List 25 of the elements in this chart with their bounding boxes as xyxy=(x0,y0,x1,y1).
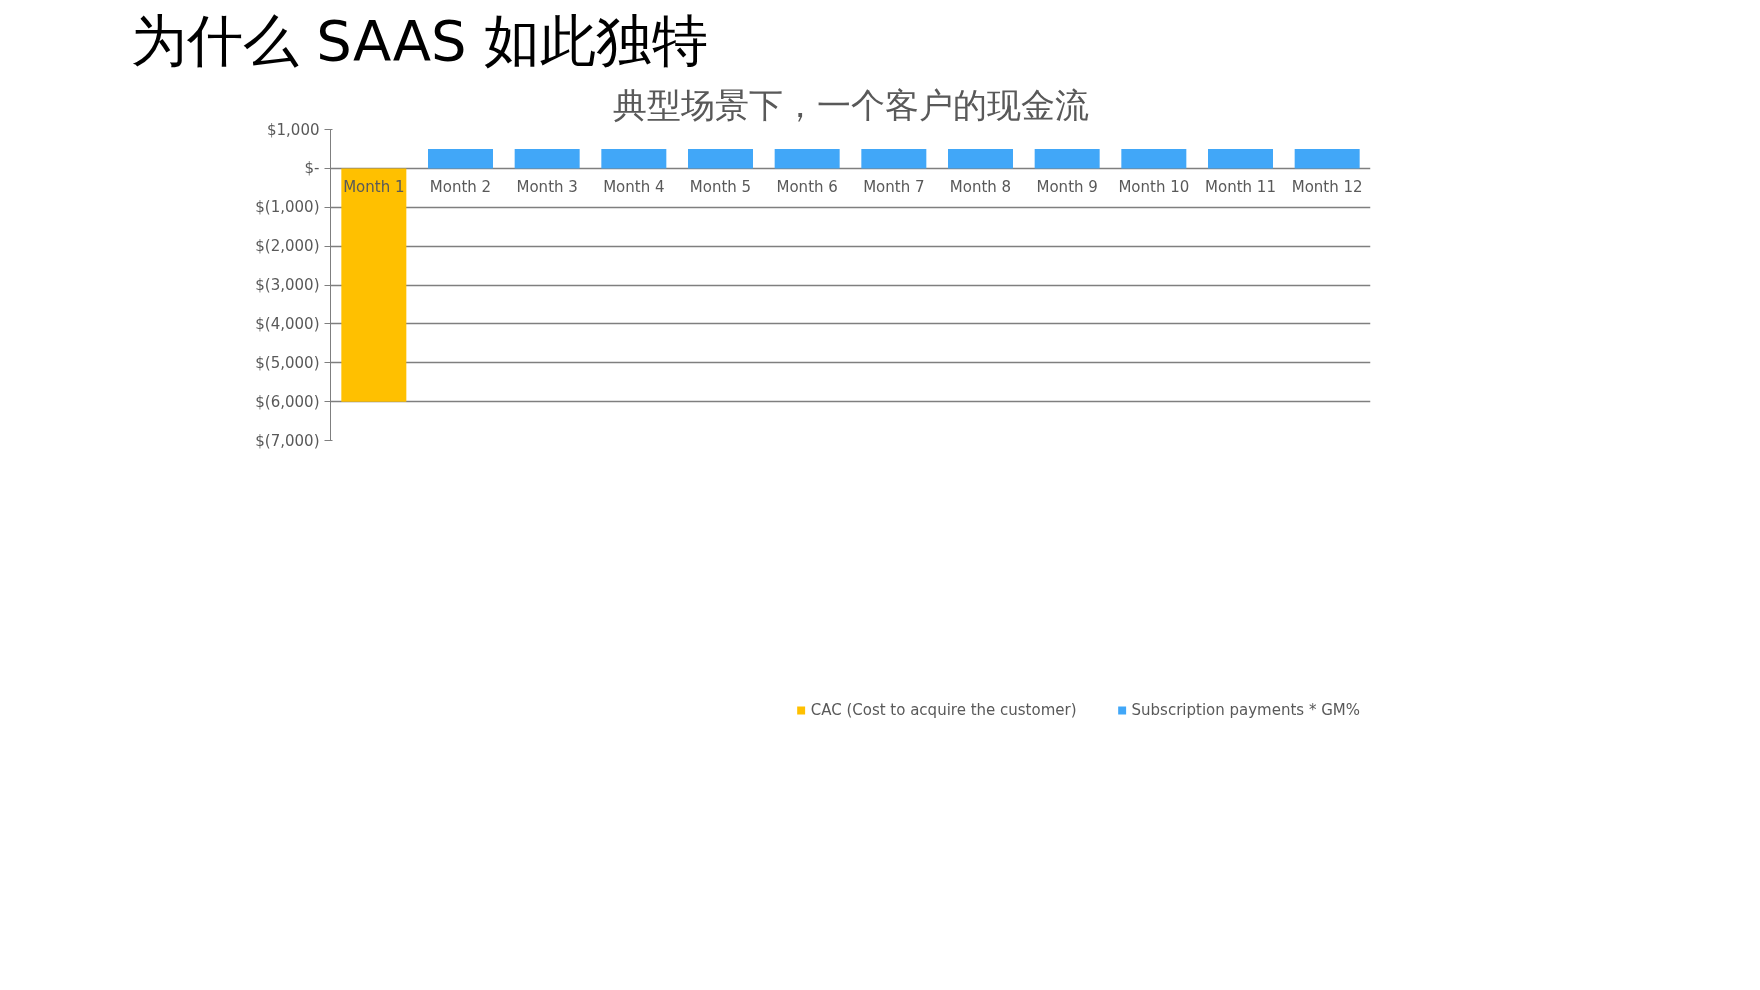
x-tick-label: Month 3 xyxy=(516,178,578,197)
x-tick-label: Month 5 xyxy=(689,178,752,197)
x-tick-label: Month 11 xyxy=(1205,178,1276,197)
y-tick-label: $1,000 xyxy=(267,120,320,139)
y-tick-label: $(1,000) xyxy=(255,198,320,217)
legend-label: CAC (Cost to acquire the customer) xyxy=(810,701,1077,719)
y-tick-label: $- xyxy=(304,159,320,178)
x-tick-label: Month 6 xyxy=(776,178,838,197)
y-tick-label: $(5,000) xyxy=(255,353,320,372)
x-tick-label: Month 2 xyxy=(429,178,492,197)
y-tick-label: $(2,000) xyxy=(255,237,320,256)
chart-title: 为什么 SAAS 如此独特 xyxy=(130,7,709,73)
y-tick-label: $(3,000) xyxy=(255,276,320,294)
legend-label: Subscription payments * GM% xyxy=(1131,701,1360,719)
y-tick-label: $(4,000) xyxy=(255,314,320,333)
x-tick-label: Month 4 xyxy=(603,178,665,197)
x-tick-label: Month 9 xyxy=(1036,178,1098,197)
x-tick-label: Month 7 xyxy=(863,178,925,197)
y-tick-label: $(7,000) xyxy=(255,431,320,450)
x-tick-label: Month 10 xyxy=(1118,178,1190,197)
x-tick-label: Month 1 xyxy=(343,178,405,197)
y-tick-label: $(6,000) xyxy=(255,392,320,411)
x-tick-label: Month 12 xyxy=(1291,178,1363,197)
chart-subtitle: 典型场景下，一个客户的现金流 xyxy=(612,84,1089,125)
x-tick-label: Month 8 xyxy=(949,178,1012,197)
